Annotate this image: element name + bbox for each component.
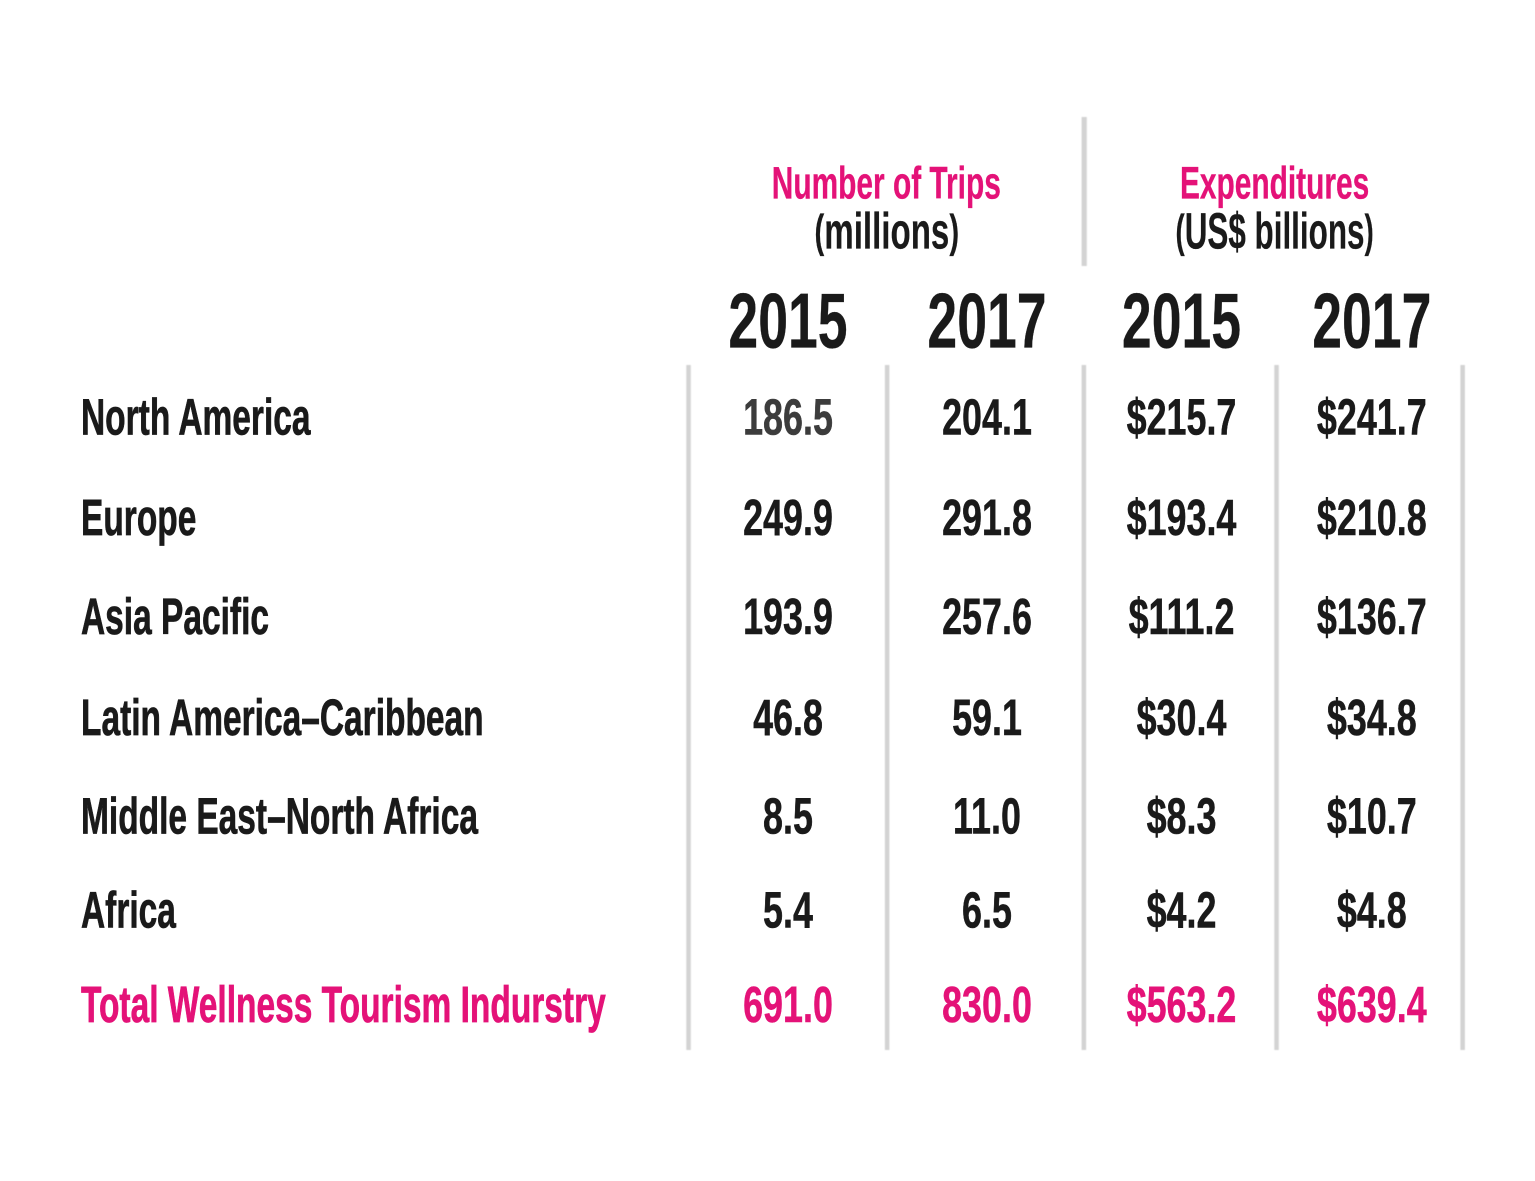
svg-text:2017: 2017 [927,279,1046,365]
svg-text:(US$ billions): (US$ billions) [1175,203,1373,260]
svg-text:Africa: Africa [81,882,177,939]
svg-text:291.8: 291.8 [942,490,1032,547]
svg-text:204.1: 204.1 [942,390,1032,447]
svg-text:6.5: 6.5 [962,882,1012,939]
svg-text:691.0: 691.0 [743,977,833,1034]
svg-text:Europe: Europe [81,490,196,547]
svg-text:Number of Trips: Number of Trips [772,158,1001,209]
svg-text:11.0: 11.0 [953,789,1021,846]
svg-text:Expenditures: Expenditures [1180,158,1369,209]
svg-text:$30.4: $30.4 [1137,690,1227,747]
svg-text:257.6: 257.6 [942,589,1032,646]
svg-text:(millions): (millions) [815,203,960,260]
svg-text:$215.7: $215.7 [1127,390,1237,447]
svg-text:$4.2: $4.2 [1147,882,1217,939]
svg-text:193.9: 193.9 [743,589,833,646]
svg-text:$210.8: $210.8 [1317,490,1427,547]
svg-text:Total Wellness Tourism Indurst: Total Wellness Tourism Indurstry [81,977,606,1034]
svg-text:46.8: 46.8 [753,690,823,747]
svg-text:Latin America–Caribbean: Latin America–Caribbean [81,690,484,747]
svg-text:186.5: 186.5 [743,390,833,447]
svg-text:$10.7: $10.7 [1327,789,1417,846]
svg-text:5.4: 5.4 [763,882,813,939]
svg-text:Asia Pacific: Asia Pacific [81,589,269,646]
svg-text:$111.2: $111.2 [1129,589,1235,646]
svg-text:$136.7: $136.7 [1317,589,1427,646]
svg-text:2015: 2015 [728,279,847,365]
svg-text:8.5: 8.5 [763,789,813,846]
svg-text:$639.4: $639.4 [1317,977,1427,1034]
svg-text:$34.8: $34.8 [1327,690,1417,747]
svg-text:59.1: 59.1 [952,690,1022,747]
svg-text:$8.3: $8.3 [1147,789,1217,846]
svg-text:$193.4: $193.4 [1127,490,1237,547]
svg-text:$241.7: $241.7 [1317,390,1427,447]
svg-text:830.0: 830.0 [942,977,1032,1034]
svg-text:$4.8: $4.8 [1337,882,1407,939]
svg-text:$563.2: $563.2 [1127,977,1237,1034]
svg-text:Middle East–North Africa: Middle East–North Africa [81,789,479,846]
svg-text:249.9: 249.9 [743,490,833,547]
svg-text:2017: 2017 [1312,279,1431,365]
svg-text:2015: 2015 [1122,279,1241,365]
svg-text:North America: North America [81,390,311,447]
